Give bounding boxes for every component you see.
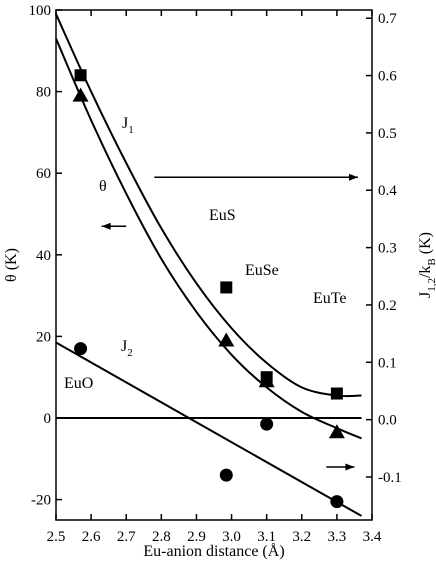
axis-ticks: 2.5 2.6 2.7 2.8 2.9 3.0 3.1 3.2 3.3 3.4 -20 0 20 40 60… [29,3,402,545]
data-point-triangle [218,332,235,347]
y-right-tick-label: 0.2 [378,298,397,314]
x-tick-label: 3.2 [292,529,311,545]
x-tick-label: 2.9 [187,529,206,545]
arrow-head [348,173,358,181]
data-points [72,69,345,509]
fit-curve [55,13,362,398]
y-right-tick-label: 0.6 [378,69,397,85]
data-point-triangle [72,87,89,102]
y-axis-left-title: θ (K) [3,248,20,282]
fit-curve [55,341,362,517]
x-tick-label: 3.4 [363,529,382,545]
y-left-tick-label: 40 [36,248,51,264]
data-point-square [74,69,87,82]
x-tick-label: 3.3 [328,529,347,545]
annotation-eute: EuTe [313,290,347,307]
x-tick-label: 2.7 [117,529,136,545]
annotation-j2: J2 [121,338,133,359]
direction-arrows [101,173,358,471]
annotation-j1: J1 [122,115,134,136]
y-right-tick-label: 0.3 [378,241,397,257]
x-tick-label: 2.6 [82,529,101,545]
arrow-head [345,463,355,471]
x-tick-label: 3.0 [222,529,241,545]
y-right-tick-label: -0.1 [378,470,402,486]
data-point-square [220,281,233,294]
data-point-circle [219,468,233,482]
annotation-euse: EuSe [245,262,279,279]
x-tick-label: 2.5 [47,529,66,545]
annotation-theta: θ [99,178,107,195]
fit-curve [55,38,362,440]
x-tick-label: 2.8 [152,529,171,545]
annotation-euo: EuO [64,375,93,392]
y-right-tick-label: 0.5 [378,126,397,142]
y-left-tick-label: 20 [36,329,51,345]
y-left-tick-label: 60 [36,166,51,182]
y-right-tick-label: 0.0 [378,413,397,429]
y-right-tick-label: 0.4 [378,183,397,199]
fit-curves [55,13,362,517]
annotation-eus: EuS [209,207,236,224]
x-tick-label: 3.1 [257,529,276,545]
x-axis-title: Eu-anion distance (Å) [143,542,284,560]
y-left-tick-label: 100 [29,3,52,19]
y-left-tick-label: -20 [31,493,51,509]
data-point-circle [330,495,344,509]
data-point-square [330,387,343,400]
arrow-head [101,222,111,230]
plot-frame [55,9,373,521]
data-point-triangle [258,373,275,388]
data-point-triangle [328,424,345,439]
y-right-tick-label: 0.7 [378,11,397,27]
data-point-circle [74,342,88,356]
data-point-circle [260,417,274,431]
y-axis-right-title: J1,2/kB (K) [417,232,436,298]
y-left-tick-label: 0 [44,411,52,427]
y-left-tick-label: 80 [36,85,51,101]
y-right-tick-label: 0.1 [378,355,397,371]
